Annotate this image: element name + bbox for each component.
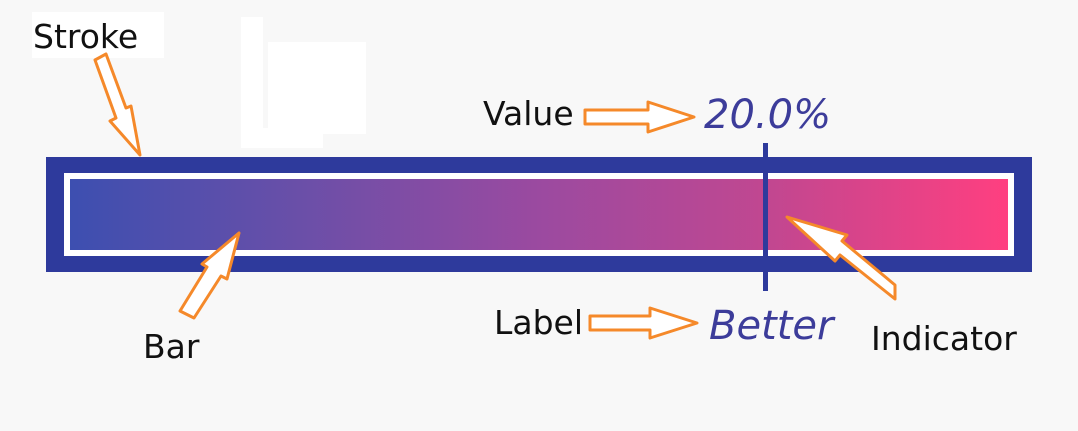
indicator-arrow-icon — [785, 215, 897, 301]
stroke-arrow-icon — [93, 52, 142, 157]
bar-callout-label: Bar — [143, 327, 200, 366]
decorative-block — [241, 17, 263, 145]
gauge-value-text: 20.0% — [704, 92, 832, 138]
indicator-callout-label: Indicator — [871, 319, 1017, 358]
value-callout-label: Value — [483, 94, 574, 133]
label-arrow-icon — [588, 306, 699, 340]
value-arrow-icon — [583, 100, 696, 134]
label-callout-label: Label — [494, 303, 584, 342]
stroke-label-background — [32, 12, 164, 58]
gauge-stroke — [46, 157, 1032, 272]
stroke-callout-label: Stroke — [33, 17, 139, 56]
decorative-block — [268, 42, 366, 134]
gauge-bar — [70, 179, 1008, 250]
gauge-label-text: Better — [709, 303, 834, 349]
bar-arrow-icon — [178, 231, 241, 320]
gauge-indicator — [763, 143, 768, 291]
